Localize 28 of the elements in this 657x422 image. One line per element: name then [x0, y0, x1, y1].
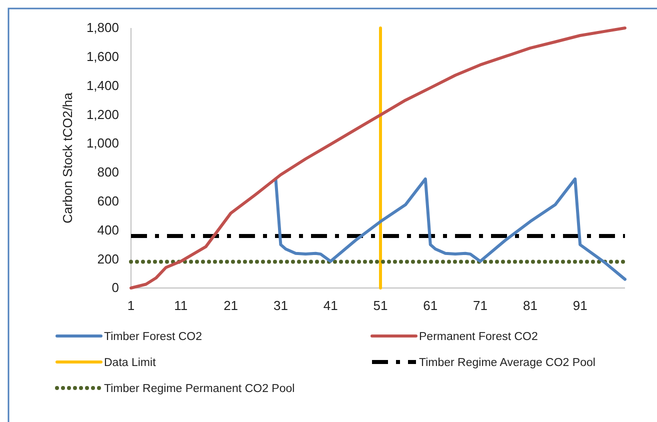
x-tick-label: 51: [373, 298, 388, 314]
legend-label: Timber Regime Average CO2 Pool: [419, 357, 596, 369]
y-tick-label: 1,800: [86, 20, 119, 36]
y-tick-label: 1,600: [86, 49, 119, 64]
y-axis-title: Carbon Stock tCO2/ha: [60, 92, 75, 224]
y-tick-label: 800: [97, 164, 119, 180]
line-series: [130, 26, 626, 290]
y-tick-label: 0: [112, 280, 119, 296]
legend-label: Data Limit: [104, 357, 157, 369]
legend-label: Timber Forest CO2: [104, 331, 202, 343]
y-tick-label: 1,000: [86, 136, 119, 151]
x-tick-label: 31: [273, 298, 288, 314]
legend-label: Permanent Forest CO2: [419, 331, 538, 343]
x-tick-label: 61: [423, 298, 438, 314]
x-tick-label: 11: [174, 298, 188, 314]
x-tick-label: 81: [522, 298, 538, 314]
y-tick-label: 1,400: [86, 78, 119, 93]
x-tick-label: 41: [323, 298, 338, 314]
x-tick-label: 21: [224, 298, 238, 314]
y-tick-label: 400: [97, 222, 119, 238]
y-tick-label: 1,200: [86, 106, 119, 122]
y-tick-label: 600: [97, 193, 119, 208]
legend-label: Timber Regime Permanent CO2 Pool: [104, 383, 295, 395]
x-tick-label: 1: [127, 298, 135, 314]
x-tick-label: 91: [572, 298, 588, 314]
x-tick-label: 71: [473, 298, 488, 314]
line-series: [274, 177, 626, 281]
y-tick-label: 200: [97, 251, 119, 266]
